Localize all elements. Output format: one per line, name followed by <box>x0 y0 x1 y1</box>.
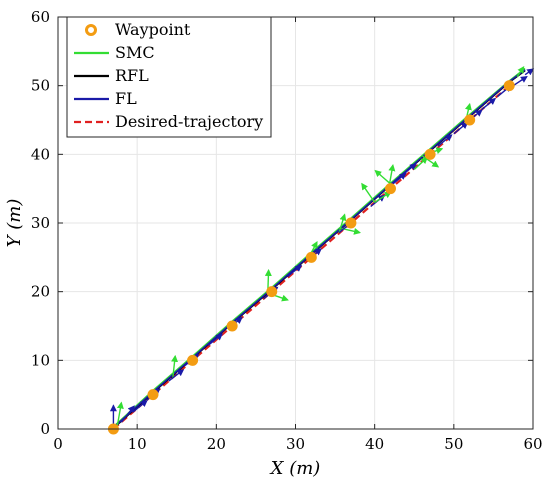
y-tick-label: 60 <box>31 8 50 26</box>
orientation-arrow <box>132 399 148 413</box>
orientation-arrow <box>421 155 440 168</box>
orientation-arrow <box>361 182 376 203</box>
y-axis-label: Y (m) <box>4 199 25 248</box>
y-tick-label: 30 <box>31 214 50 232</box>
x-tick-label: 10 <box>128 435 147 453</box>
waypoint-marker <box>147 389 159 401</box>
plot-area <box>107 65 535 435</box>
legend: Waypoint SMC RFL FL Desired-trajectory <box>66 16 272 138</box>
y-tick-label: 50 <box>31 77 50 95</box>
orientation-arrow <box>120 405 135 423</box>
orientation-arrow <box>524 68 535 76</box>
legend-label-smc: SMC <box>115 43 155 62</box>
orientation-arrow <box>481 97 497 111</box>
y-tick-label: 40 <box>31 145 50 163</box>
orientation-arrow <box>437 134 453 147</box>
y-tick-label: 10 <box>31 351 50 369</box>
orientation-arrow <box>413 156 428 170</box>
x-axis-label: X (m) <box>269 458 321 479</box>
x-tick-label: 40 <box>365 435 384 453</box>
orientation-arrow <box>374 169 392 186</box>
orientation-arrow <box>207 333 223 346</box>
ticks: 0 10 20 30 40 50 60 0 10 20 30 40 50 60 <box>31 8 543 453</box>
orientation-arrow <box>453 121 469 135</box>
orientation-arrow <box>338 213 347 233</box>
orientation-arrow <box>171 354 179 379</box>
orientation-arrow <box>116 401 124 426</box>
waypoint-marker <box>226 320 238 332</box>
y-tick-label: 20 <box>31 283 50 301</box>
orientation-arrow <box>516 65 525 78</box>
waypoint-marker <box>503 80 515 92</box>
x-tick-label: 20 <box>207 435 226 453</box>
waypoint-marker <box>464 114 476 126</box>
x-tick-label: 30 <box>286 435 305 453</box>
waypoint-marker <box>305 251 317 263</box>
waypoint-marker <box>424 148 436 160</box>
legend-swatch-waypoint <box>85 24 97 36</box>
orientation-arrow <box>168 369 185 382</box>
waypoint-marker <box>345 217 357 229</box>
y-tick-label: 0 <box>40 420 50 438</box>
series-line-smc <box>112 67 526 428</box>
orientation-arrow <box>341 227 361 235</box>
x-tick-label: 60 <box>523 435 542 453</box>
waypoint-marker <box>266 286 278 298</box>
legend-label-fl: FL <box>115 89 137 108</box>
x-tick-label: 0 <box>53 435 63 453</box>
legend-label-waypoint: Waypoint <box>115 20 191 39</box>
waypoint-marker <box>385 183 396 195</box>
orientation-arrow <box>512 75 528 87</box>
legend-label-rfl: RFL <box>115 66 149 85</box>
orientation-arrow <box>374 191 392 203</box>
orientation-arrow <box>391 172 407 186</box>
waypoint-marker <box>187 354 199 366</box>
orientation-arrow <box>287 264 303 278</box>
legend-label-desired-trajectory: Desired-trajectory <box>115 112 263 131</box>
orientation-arrow <box>401 163 417 176</box>
x-tick-label: 50 <box>444 435 463 453</box>
